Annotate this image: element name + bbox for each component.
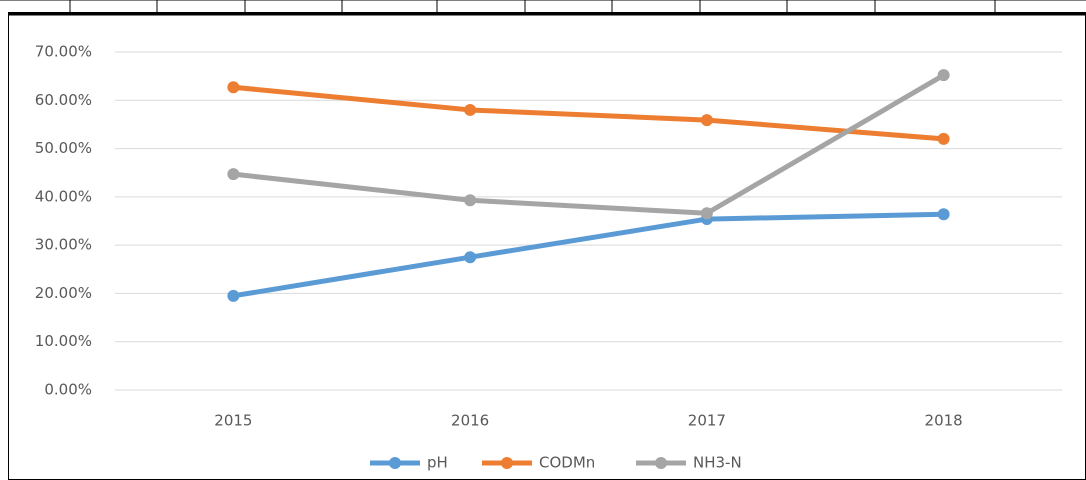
legend-label: CODMn — [539, 454, 595, 472]
y-tick-label: 40.00% — [35, 187, 92, 205]
x-tick-label: 2018 — [925, 412, 963, 430]
point — [227, 289, 240, 302]
point — [937, 69, 950, 82]
y-tick-label: 0.00% — [44, 381, 92, 399]
point — [227, 168, 240, 181]
point — [464, 103, 477, 116]
legend-marker — [389, 457, 401, 469]
y-tick-label: 30.00% — [35, 236, 92, 254]
legend-label: pH — [427, 454, 448, 472]
point — [464, 251, 477, 264]
legend-marker — [501, 457, 513, 469]
y-tick-label: 70.00% — [35, 43, 92, 61]
point — [700, 207, 713, 220]
x-tick-label: 2017 — [688, 412, 726, 430]
point — [464, 194, 477, 207]
legend-label: NH3-N — [693, 454, 742, 472]
series-line — [230, 72, 947, 216]
y-tick-label: 60.00% — [35, 91, 92, 109]
y-tick-label: 50.00% — [35, 139, 92, 157]
point — [937, 132, 950, 145]
x-tick-label: 2016 — [451, 412, 489, 430]
series-line — [230, 84, 947, 142]
y-tick-label: 20.00% — [35, 284, 92, 302]
point — [937, 208, 950, 221]
series-line — [230, 211, 947, 299]
x-tick-label: 2015 — [214, 412, 252, 430]
y-tick-label: 10.00% — [35, 332, 92, 350]
legend-marker — [655, 457, 667, 469]
point — [700, 114, 713, 127]
table-fragment — [0, 0, 1086, 15]
point — [227, 81, 240, 94]
